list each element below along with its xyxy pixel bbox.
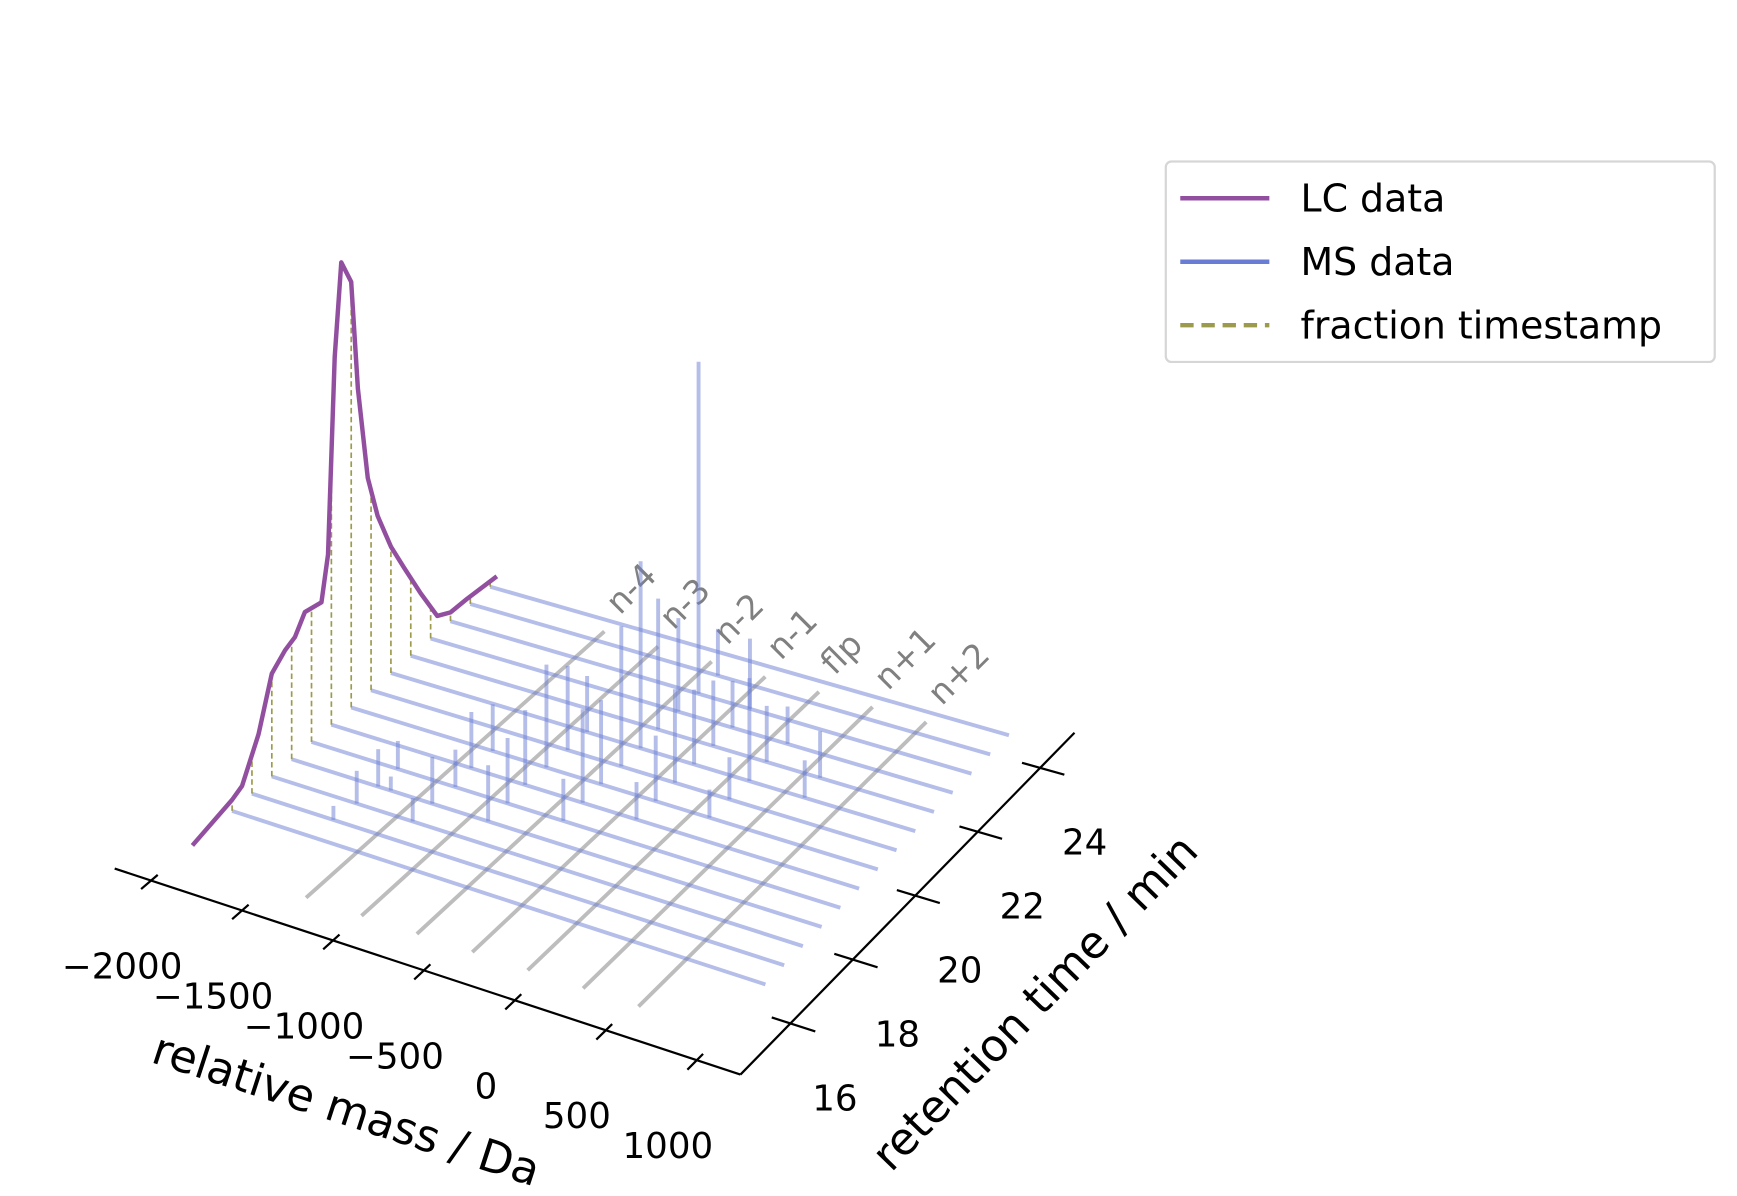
ms-baseline	[350, 705, 879, 872]
x-tick-label: −500	[346, 1036, 444, 1077]
y-tick	[959, 825, 1003, 840]
x-tick	[413, 963, 432, 981]
ms-baseline	[390, 671, 916, 833]
x-axis-line	[114, 867, 741, 1076]
x-tick	[686, 1053, 704, 1071]
x-tick	[595, 1023, 613, 1041]
legend-box	[1164, 160, 1716, 364]
ms-baseline	[469, 602, 991, 757]
ms-baseline	[449, 619, 973, 776]
y-tick-label: 24	[1062, 823, 1107, 864]
x-tick-label: 0	[475, 1066, 498, 1107]
y-axis-line	[739, 731, 1076, 1076]
y-tick-label: 16	[812, 1078, 857, 1119]
y-tick-label: 20	[937, 951, 982, 992]
x-tick-label: −1000	[244, 1006, 365, 1047]
x-tick	[140, 874, 159, 890]
ms-spectra	[231, 361, 1010, 987]
x-tick-label: 500	[543, 1096, 611, 1137]
x-tick-label: −1500	[153, 976, 274, 1017]
ms-baseline	[370, 688, 898, 853]
y-tick	[771, 1016, 816, 1033]
lc-trace	[190, 260, 499, 847]
ms-baseline	[231, 809, 767, 987]
y-tick-label: 22	[1000, 887, 1045, 928]
y-tick	[896, 889, 941, 905]
x-tick	[231, 903, 250, 921]
ms-baseline	[291, 757, 823, 929]
ms-baseline	[330, 722, 860, 891]
fraction-lines	[231, 281, 492, 811]
legend-label: LC data	[1301, 177, 1446, 221]
legend-label: MS data	[1301, 240, 1455, 284]
ms-baseline	[310, 740, 841, 910]
x-tick-label: −2000	[62, 947, 183, 988]
ms-baseline	[430, 636, 954, 795]
ms-baseline	[489, 584, 1010, 738]
x-tick	[322, 933, 341, 951]
y-tick	[1021, 761, 1065, 776]
lc-line	[190, 260, 499, 847]
ms-baseline	[251, 791, 785, 968]
legend-label: fraction timestamp	[1301, 304, 1663, 348]
marker-label: flp	[813, 624, 870, 681]
legend: LC data MS data fraction timestamp	[1164, 160, 1716, 364]
y-tick-label: 18	[875, 1014, 920, 1055]
ms-baseline	[410, 653, 935, 814]
x-tick-label: 1000	[623, 1126, 714, 1167]
ms-baseline	[271, 774, 804, 948]
x-tick	[504, 993, 523, 1011]
y-tick	[833, 952, 878, 969]
y-axis-label: retention time / min	[862, 825, 1209, 1181]
